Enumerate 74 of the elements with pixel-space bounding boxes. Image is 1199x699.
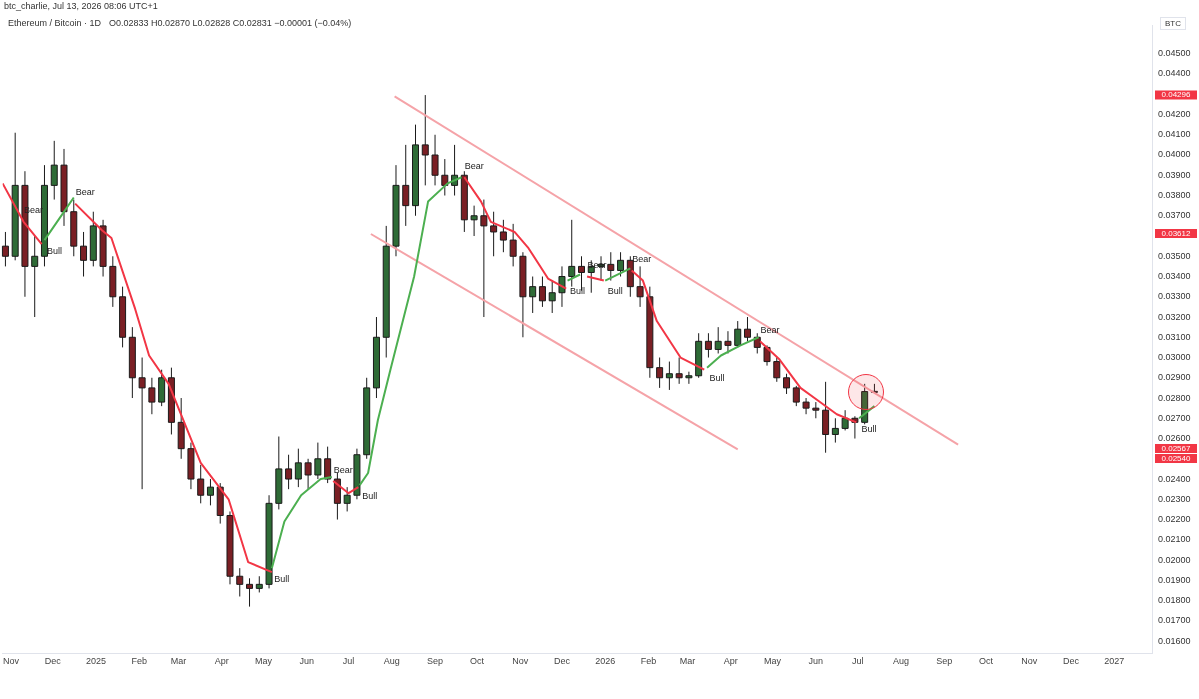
x-tick-label: Aug <box>892 656 909 667</box>
y-tick-label: 0.03100 <box>1158 331 1191 342</box>
y-tick-label: 0.01800 <box>1158 595 1191 606</box>
y-tick-label: 0.02100 <box>1158 534 1191 545</box>
y-tick-label: 0.02000 <box>1158 554 1191 565</box>
annotation: Bull <box>607 286 623 297</box>
annotation: Bull <box>570 286 586 297</box>
x-tick-label: Jun <box>299 656 314 667</box>
annotation: Bull <box>861 423 877 434</box>
annotation: Bear <box>632 253 652 264</box>
y-tick-label: 0.02800 <box>1158 392 1191 403</box>
chart-subtitle: O0.02833 H0.02870 L0.02828 C0.02831 −0.00001 (−0.04%) <box>109 18 352 28</box>
annotation: Bull <box>362 490 378 501</box>
x-tick-label: Dec <box>1063 656 1080 667</box>
y-tick-label: 0.03400 <box>1158 271 1191 281</box>
x-tick-label: 2026 <box>595 656 616 667</box>
y-tick-label: 0.03500 <box>1158 250 1191 261</box>
text: btc_charlie, Jul 13, 2026 08:06 UTC+1 <box>4 1 158 11</box>
chart-title: Ethereum / Bitcoin · 1D <box>8 18 102 28</box>
x-tick-label: Oct <box>979 656 994 667</box>
y-tick-label: 0.02700 <box>1158 412 1191 423</box>
annotation: Bear <box>75 187 95 198</box>
x-tick-label: Nov <box>512 656 529 667</box>
y-tick-label: 0.04400 <box>1158 68 1191 79</box>
y-tick-label: 0.03900 <box>1158 169 1191 180</box>
y-tick-label: 0.01700 <box>1158 615 1191 626</box>
y-tick-label: 0.02400 <box>1158 473 1191 484</box>
annotation: Bull <box>46 245 62 256</box>
y-tick-label: 0.02900 <box>1158 372 1191 383</box>
x-tick-label: Dec <box>553 656 571 667</box>
text: 0.02540 <box>1161 453 1192 463</box>
x-tick-label: Nov <box>2 656 20 667</box>
x-tick-label: Apr <box>214 656 229 667</box>
y-axis-title: BTC <box>1160 17 1186 30</box>
x-tick-label: Oct <box>469 656 485 667</box>
x-tick-label: Jul <box>851 656 864 667</box>
y-tick-label: 0.04000 <box>1158 149 1191 160</box>
y-tick-label: 0.01600 <box>1158 635 1191 646</box>
annotation: Bull <box>274 573 290 584</box>
text: 0.02567 <box>1161 443 1192 453</box>
text: 0.04296 <box>1161 90 1192 100</box>
x-tick-label: 2027 <box>1104 656 1125 667</box>
x-tick-label: Nov <box>1021 656 1038 667</box>
y-tick-label: 0.02200 <box>1158 514 1191 525</box>
x-tick-label: May <box>254 656 273 667</box>
y-tick-label: 0.03800 <box>1158 190 1191 200</box>
annotation: Bear <box>464 160 484 171</box>
y-tick-label: 0.04200 <box>1158 108 1191 119</box>
x-tick-label: Dec <box>44 656 62 667</box>
x-tick-label: Mar <box>679 656 696 667</box>
annotation: Bear <box>333 464 353 475</box>
text: 0.03612 <box>1161 228 1192 238</box>
x-tick-label: 2025 <box>86 656 107 667</box>
x-tick-label: Aug <box>383 656 400 667</box>
y-tick-label: 0.04100 <box>1158 129 1191 140</box>
y-tick-label: 0.02300 <box>1158 493 1191 504</box>
x-tick-label: Jul <box>342 656 355 667</box>
x-tick-label: Feb <box>640 656 657 667</box>
y-tick-label: 0.03000 <box>1158 352 1191 363</box>
x-tick-label: Mar <box>170 656 187 667</box>
y-tick-label: 0.03300 <box>1158 291 1191 302</box>
y-tick-label: 0.03700 <box>1158 210 1191 221</box>
x-tick-label: Sep <box>936 656 953 667</box>
annotation: Bull <box>709 373 725 384</box>
annotation: Bear <box>760 324 780 335</box>
x-tick-label: Feb <box>131 656 148 667</box>
x-tick-label: Apr <box>723 656 738 667</box>
y-tick-label: 0.02600 <box>1158 433 1191 444</box>
x-tick-label: Sep <box>427 656 444 667</box>
y-tick-label: 0.03200 <box>1158 311 1191 322</box>
y-tick-label: 0.04500 <box>1158 48 1191 59</box>
x-tick-label: May <box>764 656 782 667</box>
x-tick-label: Jun <box>808 656 824 667</box>
y-tick-label: 0.01900 <box>1158 574 1191 585</box>
